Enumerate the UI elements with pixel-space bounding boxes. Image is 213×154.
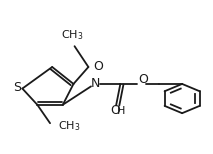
Text: O: O [110, 104, 120, 117]
Text: N: N [91, 77, 101, 90]
Text: H: H [117, 106, 126, 116]
Text: CH$_3$: CH$_3$ [61, 28, 84, 42]
Text: CH$_3$: CH$_3$ [58, 119, 80, 133]
Text: O: O [94, 60, 104, 73]
Text: S: S [13, 81, 21, 93]
Text: O: O [138, 73, 148, 86]
